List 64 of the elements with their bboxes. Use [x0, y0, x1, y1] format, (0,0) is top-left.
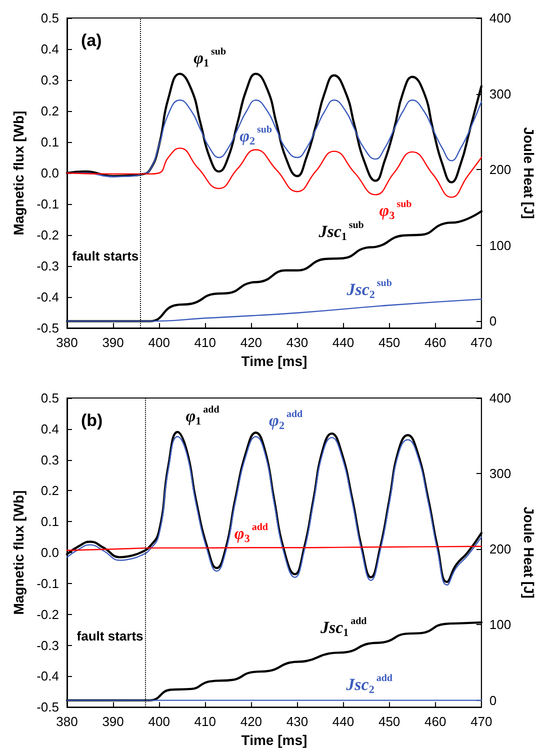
y-tick-label: -0.4 — [36, 668, 59, 684]
x-tick-label: 470 — [470, 714, 492, 730]
x-tick-label: 400 — [148, 714, 170, 730]
x-tick-label: 450 — [378, 714, 400, 730]
y2-tick-label: 100 — [489, 238, 512, 253]
x-tick-label: 380 — [56, 714, 78, 730]
line-series — [66, 148, 482, 198]
y-tick-label: 0.2 — [40, 483, 59, 498]
x-tick-label: 410 — [194, 335, 216, 350]
x-tick-label: 420 — [240, 335, 262, 350]
y2-tick-label: 0 — [489, 692, 497, 708]
x-axis-title: Time [ms] — [241, 732, 308, 748]
y2-tick-label: 300 — [489, 86, 512, 102]
y2-tick-label: 0 — [489, 314, 497, 329]
y-tick-label: -0.5 — [36, 320, 59, 336]
line-series — [66, 298, 482, 322]
x-tick-label: 450 — [378, 335, 400, 350]
y-tick-label: 0.0 — [40, 545, 59, 560]
y-tick-label: -0.5 — [36, 700, 59, 715]
y2-tick-label: 400 — [489, 10, 512, 26]
y-tick-label: 0.0 — [40, 166, 59, 180]
y-tick-label: 0.1 — [40, 514, 59, 530]
x-tick-label: 380 — [56, 335, 78, 350]
y-tick-label: -0.1 — [36, 196, 59, 212]
y-tick-label: -0.1 — [36, 576, 59, 591]
y-tick-label: 0.5 — [40, 390, 59, 406]
y-tick-label: -0.3 — [36, 258, 59, 274]
x-tick-label: 460 — [424, 714, 446, 730]
ref-line-label: fault starts — [76, 628, 144, 644]
x-tick-label: 470 — [470, 335, 492, 350]
y2-tick-label: 100 — [489, 617, 512, 632]
y2-tick-label: 200 — [489, 162, 512, 178]
y-tick-label: -0.2 — [36, 606, 59, 622]
y-tick-label: 0.4 — [40, 421, 59, 436]
x-tick-label: 390 — [102, 335, 124, 350]
x-tick-label: 440 — [332, 714, 354, 730]
annotation: (a) — [81, 31, 102, 50]
y-tick-label: 0.5 — [40, 10, 59, 26]
x-tick-label: 430 — [286, 714, 308, 730]
x-tick-label: 420 — [240, 714, 262, 730]
y-tick-label: 0.3 — [40, 452, 59, 468]
y2-tick-label: 200 — [489, 542, 512, 557]
y-axis-title: Magnetic flux [Wb] — [10, 110, 27, 236]
y-tick-label: -0.4 — [36, 290, 59, 304]
x-tick-label: 410 — [194, 714, 216, 730]
y-tick-label: 0.2 — [40, 104, 59, 118]
x-tick-label: 400 — [148, 335, 170, 350]
y-tick-label: 0.3 — [40, 72, 59, 88]
x-tick-label: 390 — [102, 714, 124, 730]
y2-tick-label: 300 — [489, 466, 512, 482]
y-axis-title: Magnetic flux [Wb] — [10, 490, 27, 615]
y-tick-label: 0.1 — [40, 134, 59, 150]
ref-line-label: fault starts — [72, 248, 139, 264]
y2-axis-title: Joule Heat [J] — [521, 127, 537, 219]
y2-axis-title: Joule Heat [J] — [521, 506, 537, 598]
x-tick-label: 430 — [286, 335, 308, 350]
y-tick-label: -0.3 — [36, 638, 59, 653]
y-tick-label: -0.2 — [36, 228, 59, 242]
x-tick-label: 440 — [332, 335, 354, 350]
y2-tick-label: 400 — [489, 390, 512, 406]
annotation: (b) — [81, 411, 103, 430]
x-tick-label: 460 — [424, 335, 446, 350]
y-tick-label: 0.4 — [40, 42, 59, 56]
x-axis-title: Time [ms] — [241, 352, 308, 369]
